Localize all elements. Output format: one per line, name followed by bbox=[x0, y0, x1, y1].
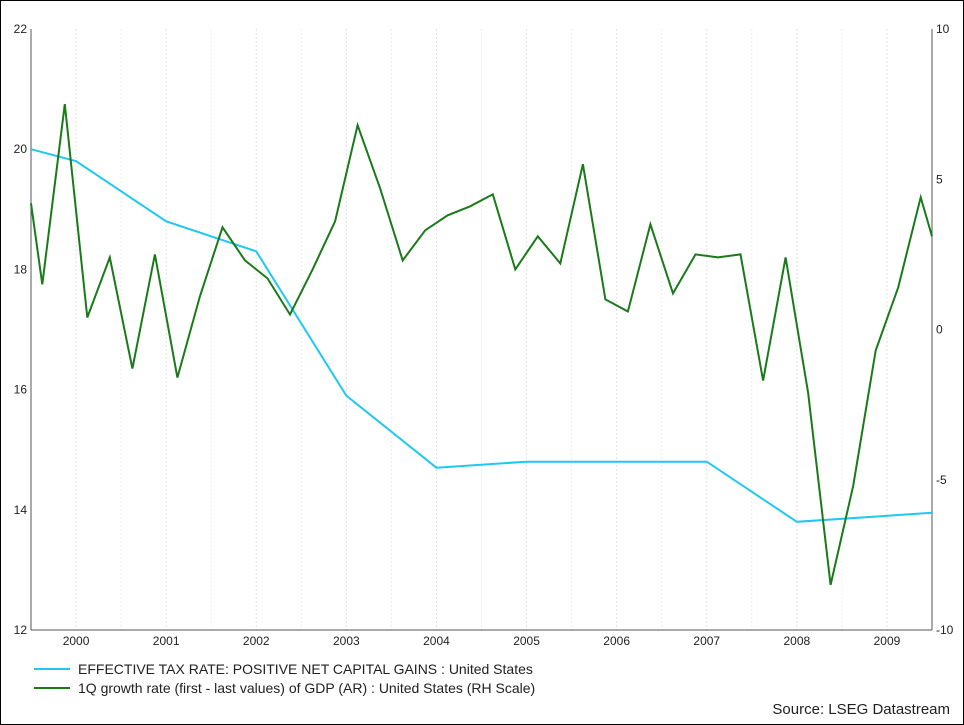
source-note: Source: LSEG Datastream bbox=[772, 701, 950, 718]
right-y-tick-label: 10 bbox=[936, 22, 950, 36]
legend-swatch-gdp-growth bbox=[34, 686, 70, 689]
left-y-tick-label: 18 bbox=[14, 262, 28, 276]
right-y-tick-label: 5 bbox=[936, 172, 943, 186]
series-line-gdp-growth bbox=[30, 103, 933, 586]
legend-label-gdp-growth: 1Q growth rate (first - last values) of … bbox=[78, 679, 536, 696]
legend: EFFECTIVE TAX RATE: POSITIVE NET CAPITAL… bbox=[34, 659, 535, 697]
right-y-tick-label: 0 bbox=[936, 323, 943, 337]
x-tick-label: 2007 bbox=[693, 634, 720, 648]
legend-entry-gdp-growth: 1Q growth rate (first - last values) of … bbox=[34, 678, 535, 697]
x-tick-label: 2003 bbox=[333, 634, 360, 648]
axes bbox=[30, 29, 933, 631]
x-tick-label: 2008 bbox=[783, 634, 810, 648]
series-lines bbox=[30, 103, 933, 586]
legend-label-tax-rate: EFFECTIVE TAX RATE: POSITIVE NET CAPITAL… bbox=[78, 660, 533, 677]
x-tick-label: 2006 bbox=[603, 634, 630, 648]
x-tick-label: 2001 bbox=[153, 634, 180, 648]
left-y-tick-label: 22 bbox=[14, 22, 28, 36]
left-y-tick-label: 12 bbox=[14, 623, 28, 637]
x-tick-label: 2009 bbox=[874, 634, 901, 648]
right-y-tick-labels: -10 -5 0 5 10 bbox=[936, 22, 954, 637]
right-y-tick-label: -5 bbox=[936, 473, 947, 487]
left-y-tick-label: 20 bbox=[14, 142, 28, 156]
legend-entry-tax-rate: EFFECTIVE TAX RATE: POSITIVE NET CAPITAL… bbox=[34, 659, 535, 678]
left-y-tick-labels: 12 14 16 18 20 22 bbox=[14, 22, 28, 637]
left-y-tick-label: 16 bbox=[14, 383, 28, 397]
x-tick-label: 2005 bbox=[513, 634, 540, 648]
x-tick-label: 2002 bbox=[243, 634, 270, 648]
x-tick-label: 2000 bbox=[63, 634, 90, 648]
x-tick-labels: 2000 2001 2002 2003 2004 2005 2006 2007 2008 2009 bbox=[63, 634, 901, 648]
vertical-gridlines bbox=[75, 29, 933, 630]
right-y-tick-label: -10 bbox=[936, 623, 954, 637]
x-tick-label: 2004 bbox=[423, 634, 450, 648]
legend-swatch-tax-rate bbox=[34, 667, 70, 670]
series-line-tax-rate bbox=[30, 148, 933, 523]
left-y-tick-label: 14 bbox=[14, 503, 28, 517]
